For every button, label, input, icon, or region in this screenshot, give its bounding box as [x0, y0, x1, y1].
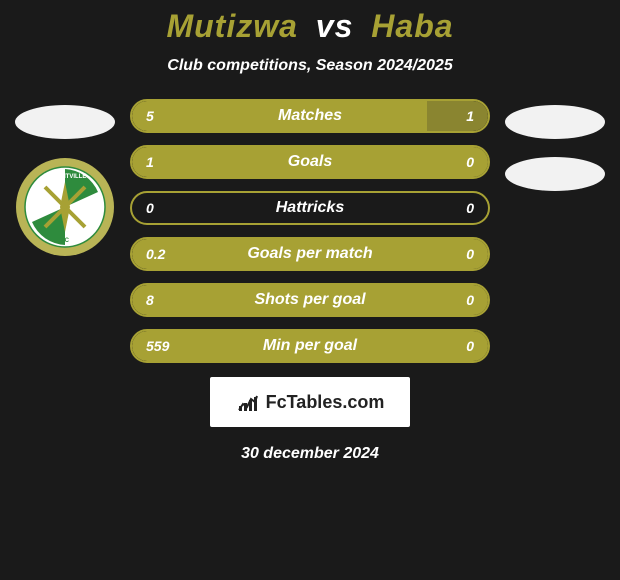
comparison-card: Mutizwa vs Haba Club competitions, Seaso…	[0, 0, 620, 580]
subtitle: Club competitions, Season 2024/2025	[0, 57, 620, 75]
fctables-logo[interactable]: FcTables.com	[210, 377, 410, 427]
player1-photo-placeholder	[15, 105, 115, 139]
logo-text: FcTables.com	[266, 392, 385, 413]
stat-label: Hattricks	[132, 199, 488, 217]
stat-label: Min per goal	[132, 337, 488, 355]
player1-name: Mutizwa	[166, 8, 297, 44]
stats-bars: 51Matches 10Goals 00Hattricks 0.20Goals per…	[130, 99, 490, 363]
left-side: LAMONTVILLE FC	[10, 99, 120, 257]
stat-bar: 80Shots per goal	[130, 283, 490, 317]
right-side	[500, 99, 610, 191]
stat-bar: 5590Min per goal	[130, 329, 490, 363]
chart-icon	[236, 390, 260, 414]
columns-wrapper: LAMONTVILLE FC 51Matches 10Goals 00Hattric…	[0, 99, 620, 363]
date-label: 30 december 2024	[0, 445, 620, 463]
stat-label: Goals	[132, 153, 488, 171]
stat-label: Matches	[132, 107, 488, 125]
stat-bar: 0.20Goals per match	[130, 237, 490, 271]
player2-name: Haba	[371, 8, 453, 44]
club-badge-svg: LAMONTVILLE FC	[15, 157, 115, 257]
svg-text:FC: FC	[61, 238, 70, 244]
player1-club-badge: LAMONTVILLE FC	[15, 157, 115, 257]
player2-club-placeholder	[505, 157, 605, 191]
stat-bar: 10Goals	[130, 145, 490, 179]
svg-text:LAMONTVILLE: LAMONTVILLE	[44, 174, 87, 180]
stat-bar: 00Hattricks	[130, 191, 490, 225]
stat-bar: 51Matches	[130, 99, 490, 133]
stat-label: Goals per match	[132, 245, 488, 263]
player2-photo-placeholder	[505, 105, 605, 139]
vs-label: vs	[316, 8, 354, 44]
stat-label: Shots per goal	[132, 291, 488, 309]
page-title: Mutizwa vs Haba	[0, 8, 620, 45]
